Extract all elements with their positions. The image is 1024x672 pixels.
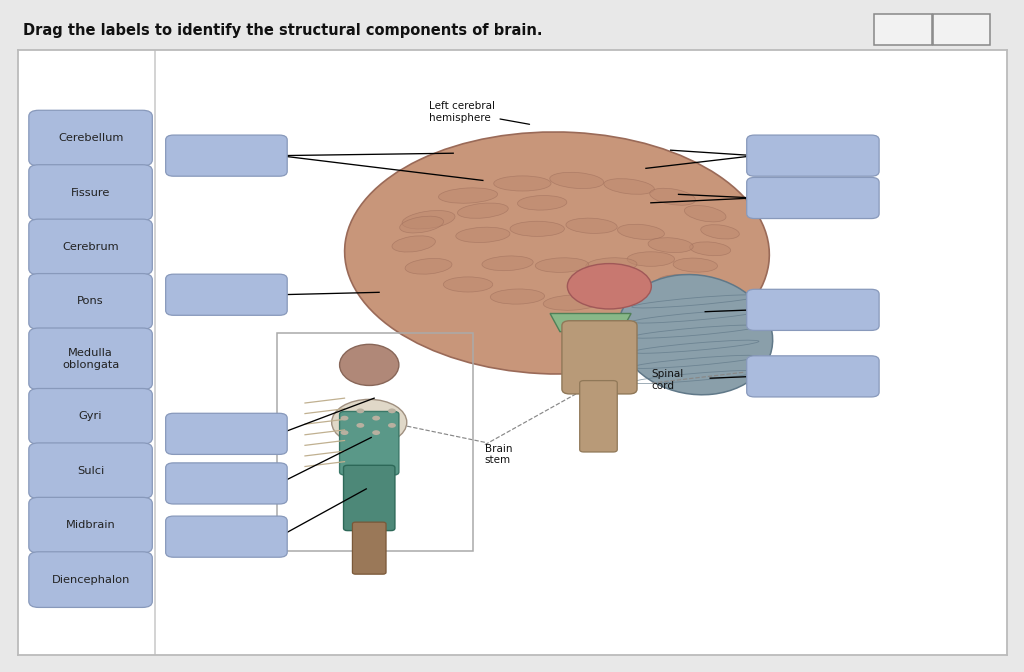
Circle shape (332, 399, 407, 446)
Ellipse shape (648, 238, 693, 253)
Ellipse shape (443, 277, 493, 292)
FancyBboxPatch shape (343, 465, 395, 531)
FancyBboxPatch shape (340, 411, 399, 475)
Ellipse shape (649, 188, 695, 205)
Circle shape (388, 423, 396, 428)
Ellipse shape (482, 256, 534, 271)
FancyBboxPatch shape (166, 135, 287, 176)
FancyBboxPatch shape (29, 274, 153, 329)
FancyBboxPatch shape (166, 516, 287, 557)
Circle shape (341, 430, 348, 435)
Ellipse shape (458, 203, 508, 218)
Text: Brain
stem: Brain stem (484, 444, 512, 465)
Ellipse shape (510, 221, 564, 237)
FancyBboxPatch shape (166, 463, 287, 504)
Text: Sulci: Sulci (77, 466, 104, 476)
Ellipse shape (689, 242, 731, 255)
Bar (278, 333, 473, 550)
Text: Spinal
cord: Spinal cord (652, 369, 684, 391)
Text: Left cerebral
hemisphere: Left cerebral hemisphere (428, 101, 529, 124)
Ellipse shape (631, 285, 680, 300)
Circle shape (372, 416, 380, 421)
FancyBboxPatch shape (29, 443, 153, 499)
Circle shape (341, 416, 348, 421)
Circle shape (372, 430, 380, 435)
Ellipse shape (494, 176, 551, 191)
FancyBboxPatch shape (29, 110, 153, 166)
Ellipse shape (567, 263, 651, 309)
Ellipse shape (392, 236, 435, 252)
Ellipse shape (490, 289, 545, 304)
Ellipse shape (544, 295, 600, 310)
FancyBboxPatch shape (352, 522, 386, 574)
FancyBboxPatch shape (746, 289, 880, 331)
Ellipse shape (627, 252, 675, 266)
FancyBboxPatch shape (29, 552, 153, 607)
Ellipse shape (700, 224, 739, 239)
Text: Midbrain: Midbrain (66, 520, 116, 530)
FancyBboxPatch shape (746, 177, 880, 218)
Text: Cerebrum: Cerebrum (62, 242, 119, 252)
Ellipse shape (345, 132, 769, 374)
Circle shape (356, 409, 365, 413)
Ellipse shape (517, 196, 567, 210)
Text: Pons: Pons (77, 296, 103, 306)
Ellipse shape (399, 216, 443, 233)
Ellipse shape (438, 188, 498, 203)
Text: Medulla
oblongata: Medulla oblongata (61, 348, 119, 370)
FancyBboxPatch shape (29, 219, 153, 275)
Text: Drag the labels to identify the structural components of brain.: Drag the labels to identify the structur… (23, 24, 542, 38)
Text: Diencephalon: Diencephalon (51, 575, 130, 585)
Ellipse shape (406, 259, 452, 274)
Ellipse shape (536, 258, 589, 272)
Text: Fissure: Fissure (71, 187, 111, 198)
Ellipse shape (617, 275, 773, 394)
FancyBboxPatch shape (166, 274, 287, 315)
Circle shape (356, 423, 365, 428)
Ellipse shape (586, 258, 637, 272)
Text: Cerebellum: Cerebellum (58, 133, 123, 143)
FancyBboxPatch shape (166, 413, 287, 454)
Ellipse shape (617, 224, 665, 239)
FancyBboxPatch shape (29, 388, 153, 444)
Polygon shape (550, 313, 631, 331)
Text: Help: Help (948, 23, 975, 36)
Text: Reset: Reset (887, 23, 920, 36)
Text: Gyri: Gyri (79, 411, 102, 421)
FancyBboxPatch shape (746, 135, 880, 176)
Ellipse shape (566, 218, 617, 233)
Ellipse shape (673, 258, 718, 272)
Circle shape (388, 409, 396, 413)
Ellipse shape (550, 172, 604, 189)
Ellipse shape (656, 274, 705, 288)
FancyBboxPatch shape (580, 380, 617, 452)
Ellipse shape (402, 210, 455, 229)
FancyBboxPatch shape (29, 497, 153, 553)
Ellipse shape (684, 206, 726, 222)
Ellipse shape (594, 292, 648, 307)
FancyBboxPatch shape (562, 321, 637, 394)
Ellipse shape (456, 227, 510, 243)
Ellipse shape (340, 344, 399, 386)
FancyBboxPatch shape (29, 328, 153, 390)
FancyBboxPatch shape (746, 356, 880, 397)
Ellipse shape (604, 179, 654, 194)
FancyBboxPatch shape (29, 165, 153, 220)
